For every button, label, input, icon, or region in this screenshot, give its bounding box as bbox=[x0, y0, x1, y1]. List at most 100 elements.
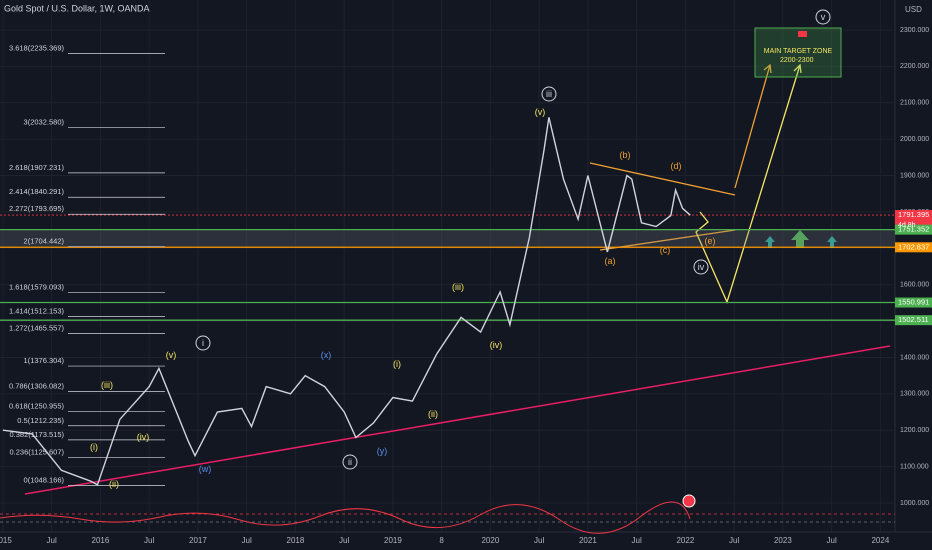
target-title: MAIN TARGET ZONE bbox=[764, 48, 833, 55]
x-tick-label: 2020 bbox=[481, 536, 499, 545]
x-tick-label: 2023 bbox=[774, 536, 792, 545]
y-tick-label: 1000.000 bbox=[900, 500, 929, 507]
wave-label: (iv) bbox=[137, 432, 150, 442]
price-tag bbox=[895, 297, 932, 308]
wave-label: (e) bbox=[705, 236, 716, 246]
wave-label: (w) bbox=[199, 464, 212, 474]
y-tick-label: 1100.000 bbox=[900, 463, 929, 470]
wave-label: iv bbox=[698, 262, 705, 272]
wave-label: (i) bbox=[393, 359, 401, 369]
y-tick-label: 2000.000 bbox=[900, 136, 929, 143]
fib-label: 0.236(1125.607) bbox=[10, 447, 65, 456]
fib-label: 0.618(1250.955) bbox=[9, 402, 65, 411]
fib-label: 0.5(1212.235) bbox=[17, 416, 64, 425]
x-tick-label: 2019 bbox=[384, 536, 402, 545]
price-line-series bbox=[2, 117, 691, 486]
y-tick-label: 2100.000 bbox=[900, 100, 929, 107]
wave-label: (v) bbox=[166, 350, 177, 360]
x-tick-label: Jul bbox=[632, 536, 642, 545]
arrow-head bbox=[793, 63, 802, 74]
y-tick-label: 1300.000 bbox=[900, 391, 929, 398]
price-tag bbox=[895, 242, 932, 253]
up-arrow bbox=[765, 236, 775, 248]
wave-circle bbox=[195, 335, 211, 351]
wave-label: i bbox=[202, 338, 204, 348]
x-tick-label: 2024 bbox=[871, 536, 889, 545]
up-arrow bbox=[827, 236, 837, 248]
price-tag-label: 1702.837 bbox=[898, 242, 929, 251]
wave-label: (y) bbox=[377, 446, 388, 456]
target-range: 2200-2300 bbox=[780, 57, 814, 64]
fib-label: 2.272(1793.695) bbox=[9, 204, 65, 213]
wave-circle bbox=[342, 454, 358, 470]
wave-label: (x) bbox=[321, 350, 332, 360]
x-tick-label: Jul bbox=[339, 536, 349, 545]
price-tag bbox=[895, 315, 932, 326]
fib-label: 0.786(1306.082) bbox=[9, 382, 65, 391]
x-tick-label: Jul bbox=[827, 536, 837, 545]
trendline bbox=[24, 345, 891, 495]
fib-label: 3.618(2235.369) bbox=[9, 44, 65, 53]
y-tick-label: 1900.000 bbox=[900, 172, 929, 179]
fib-label: 1.618(1579.093) bbox=[9, 282, 65, 291]
x-tick-label: 2017 bbox=[189, 536, 207, 545]
wave-label: ii bbox=[348, 457, 352, 467]
fib-label: 2.618(1907.231) bbox=[9, 163, 65, 172]
symbol-title: Gold Spot / U.S. Dollar, 1W, OANDA bbox=[4, 3, 150, 13]
wave-label: (ii) bbox=[109, 479, 119, 489]
indicator bbox=[0, 501, 691, 534]
currency: USD bbox=[905, 5, 922, 14]
price-tag-label: 1751.352 bbox=[898, 225, 929, 234]
wave-label: (c) bbox=[660, 245, 671, 255]
wave-label: (iv) bbox=[490, 340, 503, 350]
wave-label: (ii) bbox=[428, 409, 438, 419]
fib-label: 2.414(1840.291) bbox=[9, 187, 65, 196]
fib-label: 2(1704.442) bbox=[24, 237, 65, 246]
x-tick-label: Jul bbox=[242, 536, 252, 545]
wave-label: (b) bbox=[620, 150, 631, 160]
y-tick-label: 1400.000 bbox=[900, 354, 929, 361]
wave-label: (i) bbox=[90, 442, 98, 452]
x-tick-label: Jul bbox=[729, 536, 739, 545]
wave-label: (iii) bbox=[101, 380, 113, 390]
y-tick-label: 2200.000 bbox=[900, 63, 929, 70]
x-tick-label: 2018 bbox=[287, 536, 305, 545]
y-tick-label: 2300.000 bbox=[900, 27, 929, 34]
wave-label: (v) bbox=[535, 107, 546, 117]
fib-label: 0(1048.166) bbox=[24, 475, 65, 484]
projection-arrow bbox=[695, 64, 801, 304]
up-arrow bbox=[791, 230, 809, 248]
fib-label: 1.414(1512.153) bbox=[9, 307, 65, 316]
x-tick-label: Jul bbox=[534, 536, 544, 545]
y-tick-label: 1200.000 bbox=[900, 427, 929, 434]
y-tick-label: 1600.000 bbox=[900, 282, 929, 289]
projection-arrow bbox=[734, 64, 771, 189]
x-tick-label: 2021 bbox=[579, 536, 597, 545]
support-zone bbox=[0, 229, 895, 248]
fib-label: 0.382(1173.515) bbox=[10, 430, 65, 439]
x-tick-label: Jul bbox=[144, 536, 154, 545]
fib-label: 3(2032.580) bbox=[24, 117, 65, 126]
countdown: 4d 8h bbox=[898, 222, 916, 229]
wave-label: iii bbox=[546, 89, 552, 99]
event-icon bbox=[682, 494, 696, 508]
wave-circle bbox=[815, 9, 831, 25]
x-tick-label: 8 bbox=[439, 536, 444, 545]
wave-label: (d) bbox=[671, 161, 682, 171]
x-tick-label: 2016 bbox=[92, 536, 110, 545]
wave-label: v bbox=[821, 12, 826, 22]
fib-label: 1(1376.304) bbox=[24, 356, 65, 365]
arrow-head bbox=[763, 63, 772, 74]
x-tick-label: 2022 bbox=[676, 536, 694, 545]
price-tag-label: 1502.511 bbox=[898, 315, 929, 324]
wave-label: (a) bbox=[605, 256, 616, 266]
triangle-line bbox=[589, 162, 736, 196]
x-tick-label: 2015 bbox=[0, 536, 12, 545]
wave-circle bbox=[693, 259, 709, 275]
price-tag-label: 1791.395 bbox=[898, 210, 929, 219]
wave-circle bbox=[541, 86, 557, 102]
price-tag bbox=[895, 224, 932, 235]
fib-label: 1.272(1465.557) bbox=[9, 324, 65, 333]
